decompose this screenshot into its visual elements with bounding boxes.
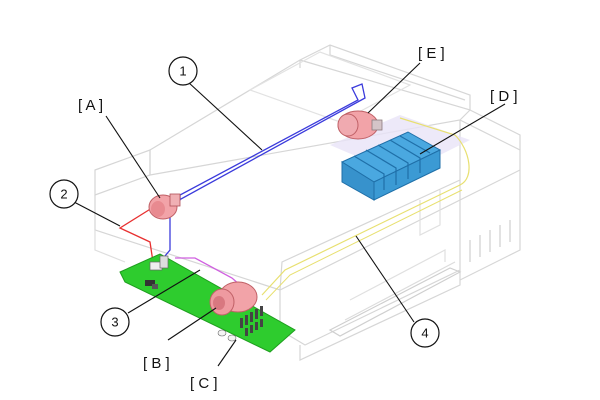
pin-header [240,306,263,336]
control-board [119,253,296,353]
printer-body [94,44,521,361]
callout-3: 3 [100,307,130,337]
motor-e [337,110,383,140]
motor-b [209,281,258,316]
wire-yellow [261,117,470,296]
svg-text:1: 1 [179,64,186,79]
callout-4: 4 [410,318,440,348]
label-a: [ A ] [78,97,103,114]
label-d: [ D ] [490,88,518,105]
svg-text:4: 4 [421,326,428,341]
callout-1: 1 [168,56,198,86]
callout-2: 2 [49,179,79,209]
label-e: [ E ] [418,45,445,62]
label-c: [ C ] [190,375,218,392]
svg-text:3: 3 [111,315,118,330]
label-b: [ B ] [143,355,170,372]
cartridge-carriage [340,131,442,201]
leader-lines [73,62,506,367]
wire-magenta [175,257,241,286]
motor-a [148,193,181,220]
svg-text:2: 2 [60,187,67,202]
wire-blue [159,83,366,263]
